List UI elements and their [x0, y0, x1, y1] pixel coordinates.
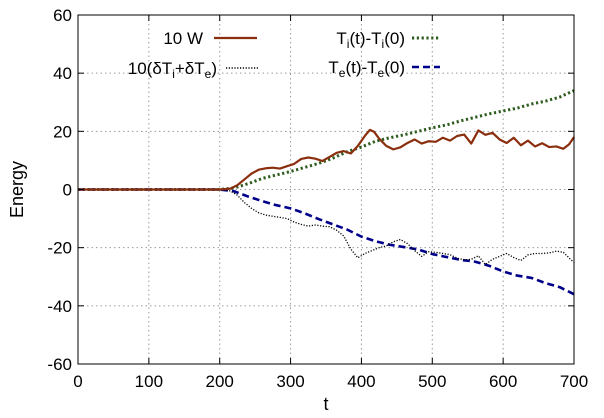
- legend-label-10w: 10 W: [163, 29, 203, 48]
- y-tick-label: -60: [47, 355, 72, 374]
- x-tick-label: 100: [135, 372, 163, 391]
- axis-ticks: 0 100 200 300 400 500 600 700 -60 -40 -20 0 20 40 60: [47, 6, 588, 391]
- y-axis-title: Energy: [7, 161, 27, 218]
- x-tick-label: 600: [489, 372, 517, 391]
- series-line-1: [78, 188, 575, 266]
- legend-label-te: Te(t)-Te(0): [328, 58, 405, 80]
- series-line-0: [78, 128, 575, 191]
- grid-lines: [78, 15, 574, 364]
- x-tick-label: 500: [418, 372, 446, 391]
- series-lines: [78, 89, 575, 296]
- y-tick-label: -40: [47, 297, 72, 316]
- y-tick-label: 20: [53, 122, 72, 141]
- y-tick-label: 60: [53, 6, 72, 25]
- x-tick-label: 400: [347, 372, 375, 391]
- x-tick-label: 200: [206, 372, 234, 391]
- x-axis-title: t: [323, 394, 328, 414]
- legend: 10 W 10(δTi+δTe) Ti(t)-Ti(0) Te(t)-Te(0): [128, 29, 440, 81]
- series-line-3: [78, 188, 575, 296]
- x-tick-label: 700: [560, 372, 588, 391]
- legend-label-ti: Ti(t)-Ti(0): [336, 29, 405, 51]
- y-tick-label: 0: [63, 181, 72, 200]
- legend-label-delta-sum: 10(δTi+δTe): [128, 59, 217, 81]
- x-tick-label: 300: [276, 372, 304, 391]
- y-tick-label: -20: [47, 239, 72, 258]
- x-tick-label: 0: [73, 372, 82, 391]
- y-tick-label: 40: [53, 64, 72, 83]
